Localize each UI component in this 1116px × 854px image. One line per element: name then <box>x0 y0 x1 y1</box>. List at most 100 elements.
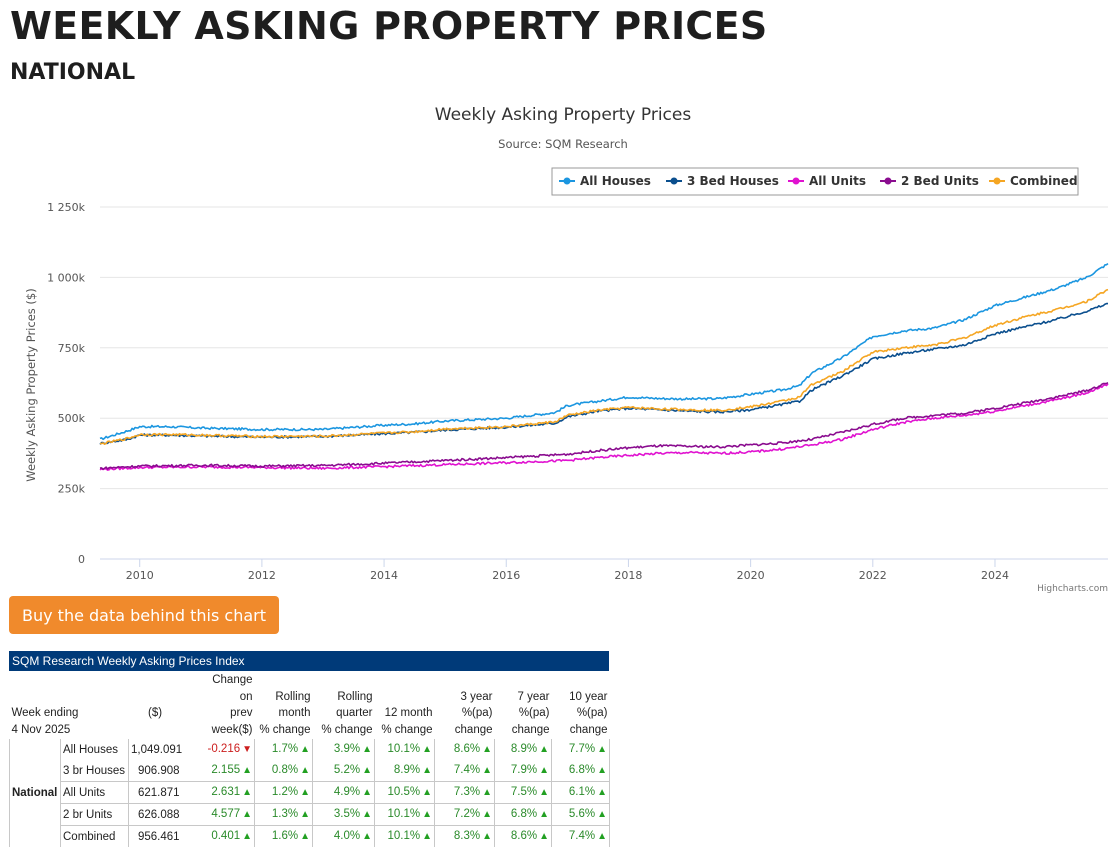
x-tick-label: 2016 <box>492 569 520 582</box>
legend-marker-all-units <box>792 177 800 185</box>
legend-marker-2-bed-units <box>884 177 892 185</box>
cell-month: 1.7% ▲ <box>254 739 314 760</box>
table-title: SQM Research Weekly Asking Prices Index <box>9 651 609 671</box>
header-rolling-month: Rolling month% change <box>259 690 311 736</box>
up-arrow-icon: ▲ <box>300 744 311 755</box>
y-tick-label: 750k <box>58 342 86 355</box>
up-arrow-icon: ▲ <box>362 765 373 776</box>
x-tick-label: 2018 <box>614 569 642 582</box>
up-arrow-icon: ▲ <box>482 787 493 798</box>
header-week-ending: Week ending 4 Nov 2025 <box>11 707 79 736</box>
x-tick-label: 2024 <box>981 569 1009 582</box>
region-label: National <box>9 739 61 847</box>
chart-title: Weekly Asking Property Prices <box>435 105 692 125</box>
up-arrow-icon: ▲ <box>597 787 608 798</box>
up-arrow-icon: ▲ <box>597 744 608 755</box>
y-tick-label: 500k <box>58 412 86 425</box>
cell-price: 956.461 <box>128 825 182 847</box>
table-row: National All Houses 1,049.091 -0.216 ▼ 1.7% ▲ 3… <box>9 739 611 847</box>
up-arrow-icon: ▲ <box>539 765 550 776</box>
x-tick-label: 2012 <box>248 569 276 582</box>
up-arrow-icon: ▲ <box>300 787 311 798</box>
x-tick-label: 2020 <box>737 569 765 582</box>
cell-quarter: 4.0% ▲ <box>312 825 376 847</box>
x-tick-label: 2022 <box>859 569 887 582</box>
cell-7-year: 8.6% ▲ <box>494 825 553 847</box>
table-row: All Units 621.871 2.631 ▲ 1.2% ▲ 4.9% ▲ 10.5% ▲ 7.… <box>10 781 611 804</box>
cell-quarter: 3.9% ▲ <box>312 739 376 760</box>
legend-item-all-houses[interactable]: All Houses <box>580 174 651 188</box>
cell-12-month: 10.1% ▲ <box>374 803 436 826</box>
cell-quarter: 5.2% ▲ <box>312 760 376 782</box>
x-tick-label: 2010 <box>126 569 154 582</box>
cell-10-year: 7.7% ▲ <box>551 739 611 760</box>
up-arrow-icon: ▲ <box>300 765 311 776</box>
cell-type: Combined <box>59 825 130 847</box>
y-tick-label: 250k <box>58 483 86 496</box>
header-7-year: 7 year %(pa) change <box>511 690 550 736</box>
series-line-all-houses[interactable] <box>99 262 1109 441</box>
cell-change: 0.401 ▲ <box>181 825 256 847</box>
up-arrow-icon: ▲ <box>597 765 608 776</box>
chart-legend[interactable]: All Houses 3 Bed Houses All Units 2 Bed Uni… <box>551 167 1079 196</box>
up-arrow-icon: ▲ <box>482 744 493 755</box>
up-arrow-icon: ▲ <box>539 744 550 755</box>
y-axis-label: Weekly Asking Property Prices ($) <box>24 288 38 481</box>
up-arrow-icon: ▲ <box>362 809 373 820</box>
cell-10-year: 6.8% ▲ <box>551 760 611 782</box>
cell-3-year: 7.2% ▲ <box>434 803 496 826</box>
cell-10-year: 6.1% ▲ <box>551 781 611 804</box>
up-arrow-icon: ▲ <box>242 809 253 820</box>
series-line-3-bed-houses[interactable] <box>99 302 1108 445</box>
cell-month: 1.6% ▲ <box>254 825 314 847</box>
cell-type: 2 br Units <box>59 803 130 826</box>
cell-type: All Houses <box>59 739 130 760</box>
up-arrow-icon: ▲ <box>242 831 253 842</box>
up-arrow-icon: ▲ <box>362 744 373 755</box>
series-line-all-units[interactable] <box>99 383 1109 471</box>
up-arrow-icon: ▲ <box>482 765 493 776</box>
up-arrow-icon: ▲ <box>300 831 311 842</box>
page-subtitle: NATIONAL <box>10 60 136 85</box>
cell-12-month: 10.1% ▲ <box>374 739 436 760</box>
up-arrow-icon: ▲ <box>242 765 253 776</box>
cell-12-month: 8.9% ▲ <box>374 760 436 782</box>
cell-month: 1.3% ▲ <box>254 803 314 826</box>
up-arrow-icon: ▲ <box>422 809 433 820</box>
price-chart: Weekly Asking Property Prices Source: SQ… <box>24 105 1109 594</box>
up-arrow-icon: ▲ <box>362 831 373 842</box>
down-arrow-icon: ▼ <box>242 744 253 755</box>
legend-marker-combined <box>993 177 1001 185</box>
cell-change: 2.631 ▲ <box>181 781 256 804</box>
cell-12-month: 10.1% ▲ <box>374 825 436 847</box>
cell-change: 2.155 ▲ <box>181 760 256 782</box>
up-arrow-icon: ▲ <box>422 765 433 776</box>
cell-12-month: 10.5% ▲ <box>374 781 436 804</box>
header-rolling-quarter: Rolling quarter% change <box>321 690 373 736</box>
cell-price: 626.088 <box>128 803 182 826</box>
up-arrow-icon: ▲ <box>539 787 550 798</box>
up-arrow-icon: ▲ <box>597 809 608 820</box>
legend-item-all-units[interactable]: All Units <box>809 174 866 188</box>
header-10-year: 10 year %(pa) change <box>569 690 608 736</box>
legend-item-2-bed-units[interactable]: 2 Bed Units <box>901 174 979 188</box>
up-arrow-icon: ▲ <box>539 831 550 842</box>
legend-item-combined[interactable]: Combined <box>1010 174 1078 188</box>
cell-7-year: 7.5% ▲ <box>494 781 553 804</box>
cell-change: -0.216 ▼ <box>181 739 256 760</box>
header-3-year: 3 year %(pa) change <box>454 690 493 736</box>
table-row: 2 br Units 626.088 4.577 ▲ 1.3% ▲ 3.5% ▲ 10.1% ▲ 7… <box>10 803 611 826</box>
table-row: Combined 956.461 0.401 ▲ 1.6% ▲ 4.0% ▲ 10.1% ▲ 8.3… <box>10 825 611 847</box>
cell-type: All Units <box>59 781 130 804</box>
up-arrow-icon: ▲ <box>422 831 433 842</box>
legend-item-3-bed-houses[interactable]: 3 Bed Houses <box>687 174 779 188</box>
cell-10-year: 5.6% ▲ <box>551 803 611 826</box>
cell-7-year: 6.8% ▲ <box>494 803 553 826</box>
page-title: WEEKLY ASKING PROPERTY PRICES <box>10 4 768 48</box>
cell-quarter: 3.5% ▲ <box>312 803 376 826</box>
buy-data-button[interactable]: Buy the data behind this chart <box>9 596 279 634</box>
chart-credit[interactable]: Highcharts.com <box>1037 584 1108 594</box>
series-line-2-bed-units[interactable] <box>99 381 1109 471</box>
up-arrow-icon: ▲ <box>539 809 550 820</box>
series-line-combined[interactable] <box>99 288 1109 446</box>
